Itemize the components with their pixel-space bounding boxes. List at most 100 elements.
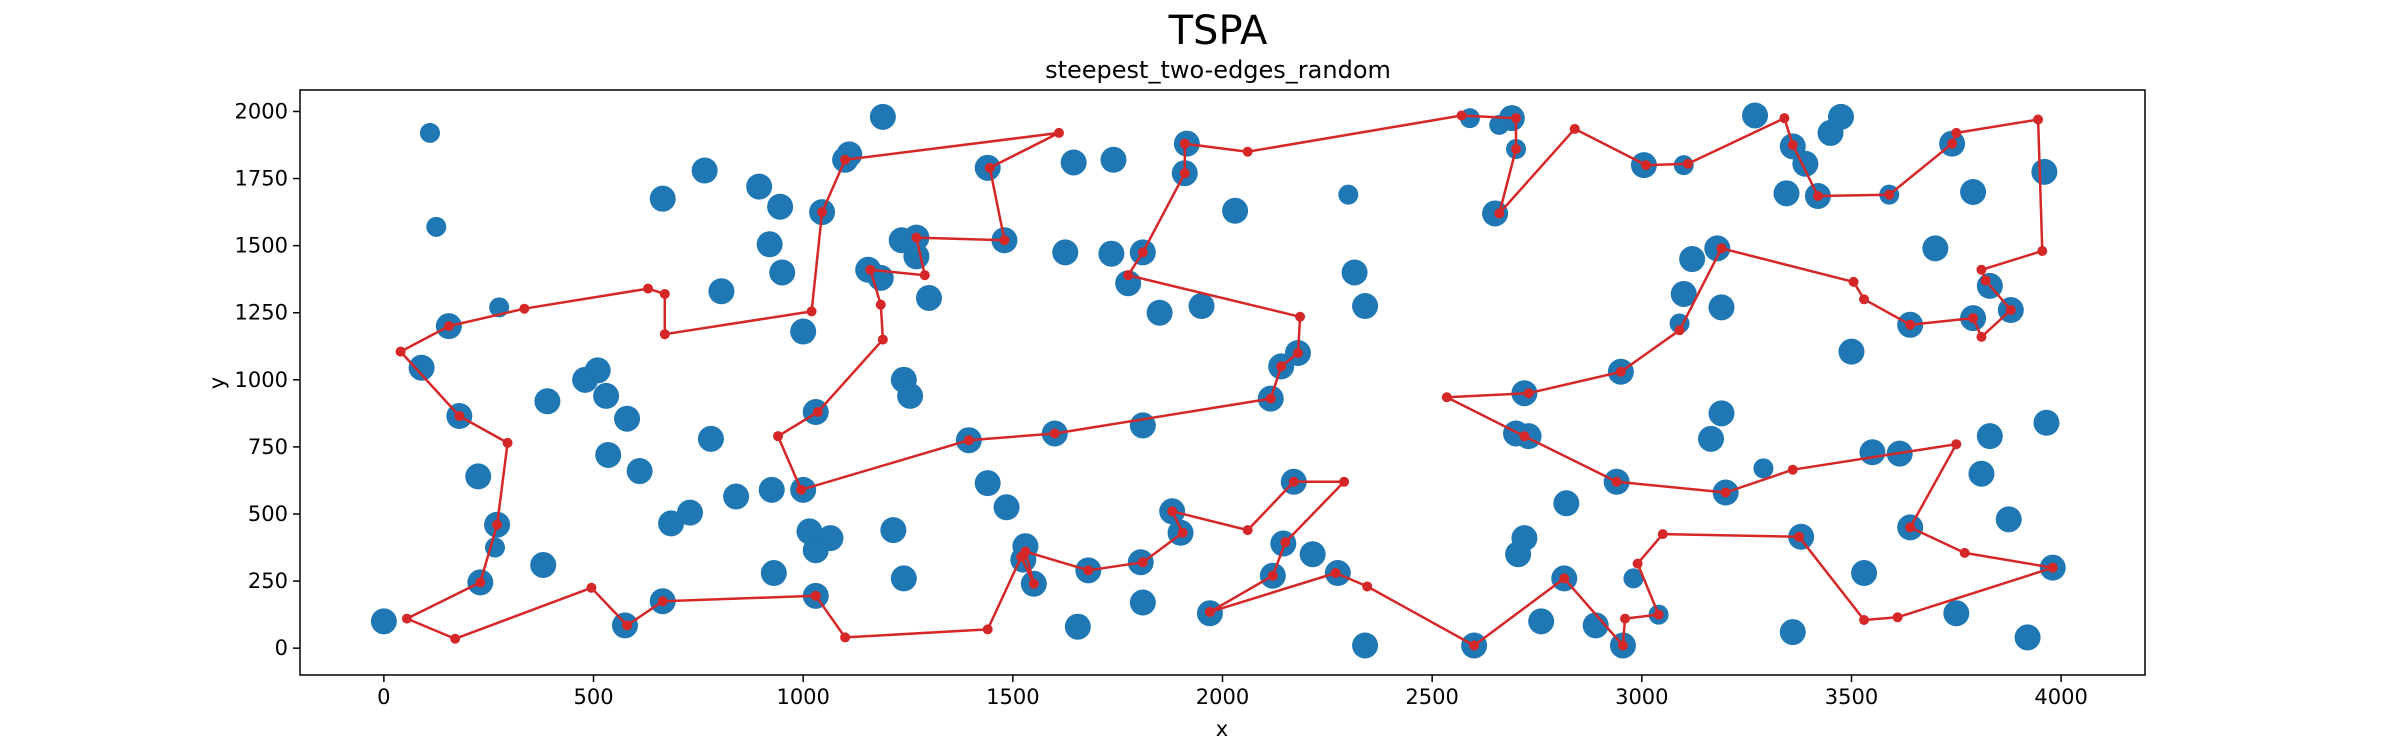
data-point-47	[1188, 293, 1215, 320]
tour-node-57	[1523, 388, 1534, 399]
tour-node-98	[450, 633, 461, 644]
tour-node-19	[796, 484, 807, 495]
data-point-97	[1489, 114, 1510, 135]
tour-node-85	[1167, 506, 1178, 517]
data-point-63	[1679, 246, 1706, 273]
data-point-37	[915, 284, 942, 311]
tour-node-6	[806, 306, 817, 317]
tour-node-60	[1611, 476, 1622, 487]
tour-node-15	[875, 299, 886, 310]
tour-path	[399, 114, 2055, 647]
data-point-14	[626, 458, 653, 485]
data-point-21	[723, 483, 750, 510]
tour-node-80	[1267, 570, 1278, 581]
tour-node-97	[586, 582, 597, 593]
data-point-17	[676, 499, 703, 526]
tour-node-69	[1794, 531, 1805, 542]
tour-node-79	[1204, 606, 1215, 617]
tour-node-27	[1137, 247, 1148, 258]
data-point-0	[370, 608, 397, 635]
tour-node-40	[1812, 190, 1823, 201]
data-point-43	[1100, 146, 1127, 173]
tour-node-44	[2033, 114, 2044, 125]
data-point-7	[530, 551, 557, 578]
tour-node-34	[1494, 208, 1505, 219]
tour-node-62	[1787, 464, 1798, 475]
data-point-60	[1582, 612, 1609, 639]
tour-node-48	[2005, 305, 2016, 316]
data-point-77	[1859, 439, 1886, 466]
tour-node-7	[817, 207, 828, 218]
y-tick-label-2000: 2000	[235, 99, 288, 123]
y-axis-label: y	[205, 377, 229, 389]
data-point-134	[1129, 412, 1156, 439]
tour-node-47	[1980, 275, 1991, 286]
data-point-25	[760, 560, 787, 587]
y-tick-label-750: 750	[248, 435, 288, 459]
tour-node-20	[963, 435, 974, 446]
data-point-89	[2031, 158, 2058, 185]
tour-node-3	[643, 283, 654, 294]
tour-node-70	[1657, 529, 1668, 540]
tour-node-75	[1559, 573, 1570, 584]
data-point-55	[1352, 632, 1379, 659]
tour-node-43	[1951, 127, 1962, 138]
tour-node-100	[475, 577, 486, 588]
tour-node-56	[1615, 366, 1626, 377]
data-point-74	[1779, 619, 1806, 646]
tour-node-65	[1959, 547, 1970, 558]
data-point-54	[1352, 293, 1379, 320]
data-point-53	[1341, 259, 1368, 286]
x-tick-label-1500: 1500	[986, 685, 1039, 709]
tour-node-23	[1276, 361, 1287, 372]
data-point-3	[408, 354, 435, 381]
data-point-52	[1338, 184, 1359, 205]
tour-node-41	[1884, 189, 1895, 200]
tour-node-24	[1292, 347, 1303, 358]
x-tick-label-3000: 3000	[1615, 685, 1668, 709]
x-axis-label: x	[1216, 717, 1228, 741]
tour-node-22	[1265, 393, 1276, 404]
tour-node-37	[1682, 158, 1693, 169]
data-point-66	[1708, 400, 1735, 427]
tour-node-13	[919, 270, 930, 281]
data-point-82	[1968, 460, 1995, 487]
data-point-2	[426, 216, 447, 237]
tour-node-68	[1859, 614, 1870, 625]
data-point-81	[1960, 178, 1987, 205]
tour-node-16	[877, 334, 888, 345]
data-point-28	[790, 318, 817, 345]
tour-node-8	[840, 154, 851, 165]
x-tick-label-1000: 1000	[776, 685, 829, 709]
data-point-26	[767, 193, 794, 220]
tour-node-94	[810, 590, 821, 601]
tour-node-53	[1848, 276, 1859, 287]
x-tick-label-2500: 2500	[1405, 685, 1458, 709]
y-tick-label-250: 250	[248, 569, 288, 593]
data-point-73	[1827, 103, 1854, 130]
y-axis: 0 250 500 750 1000 1250 1500 1750 2000	[235, 99, 300, 660]
data-point-38	[974, 470, 1001, 497]
data-point-42	[1064, 613, 1091, 640]
data-point-79	[1922, 235, 1949, 262]
data-point-64	[1670, 280, 1697, 307]
data-point-27	[769, 259, 796, 286]
tour-node-30	[1242, 146, 1253, 157]
data-point-125	[836, 141, 863, 168]
data-point-39	[993, 494, 1020, 521]
tour-node-28	[1179, 168, 1190, 179]
tour-node-103	[454, 411, 465, 422]
tour-node-39	[1787, 140, 1798, 151]
y-tick-label-500: 500	[248, 502, 288, 526]
tour-node-73	[1620, 613, 1631, 624]
tour-node-67	[1892, 612, 1903, 623]
tour-node-55	[1674, 325, 1685, 336]
data-point-18	[691, 157, 718, 184]
tour-node-2	[519, 303, 530, 314]
data-point-59	[1553, 490, 1580, 517]
data-point-40	[1052, 239, 1079, 266]
tour-node-1	[443, 321, 454, 332]
data-point-86	[1943, 600, 1970, 627]
data-point-69	[1773, 180, 1800, 207]
